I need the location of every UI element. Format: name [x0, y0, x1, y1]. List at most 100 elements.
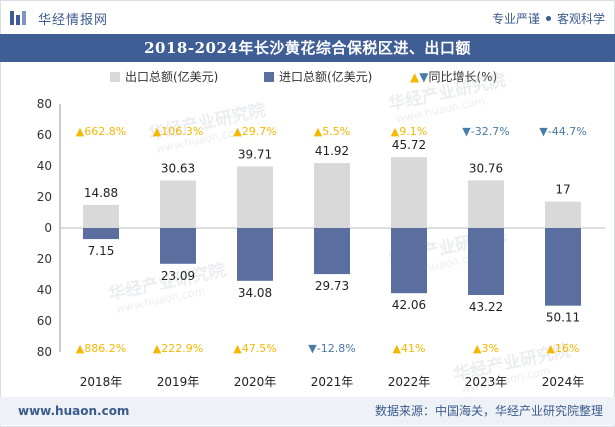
legend-export-label: 出口总额(亿美元)	[125, 70, 219, 84]
export-value-label: 14.88	[84, 186, 118, 200]
export-growth-label-text: -44.7%	[548, 125, 587, 138]
import-bar	[160, 228, 196, 264]
footer-url[interactable]: www.huaon.com	[18, 404, 130, 418]
up-triangle-icon: ▲	[233, 125, 242, 138]
import-growth-label-text: 47.5%	[242, 342, 277, 355]
import-growth-label: ▲886.2%	[76, 342, 126, 355]
chart-title: 2018-2024年长沙黄花综合保税区进、出口额	[0, 34, 615, 62]
import-growth-label-text: 41%	[401, 342, 425, 355]
import-bar	[314, 228, 350, 275]
y-tick-label: 20	[37, 252, 52, 266]
import-value-label: 29.73	[315, 279, 349, 293]
export-growth-label: ▼-44.7%	[539, 125, 586, 138]
x-tick-label: 2023年	[465, 375, 508, 389]
import-bar	[83, 228, 119, 240]
export-value-label: 45.72	[392, 138, 426, 152]
y-tick-label: 60	[37, 314, 52, 328]
legend-export: 出口总额(亿美元)	[110, 68, 218, 86]
up-triangle-icon: ▲	[153, 125, 162, 138]
export-bar	[83, 204, 119, 228]
x-tick-label: 2019年	[157, 375, 200, 389]
export-bar	[314, 163, 350, 228]
import-growth-label-text: 222.9%	[161, 342, 203, 355]
legend-import-swatch	[264, 72, 274, 82]
y-tick-label: 40	[37, 283, 52, 297]
export-value-label: 30.63	[161, 162, 195, 176]
import-value-label: 34.08	[238, 286, 272, 300]
import-bar	[545, 228, 581, 306]
export-bar	[160, 180, 196, 228]
import-growth-label: ▲41%	[393, 342, 426, 355]
down-triangle-icon: ▼	[462, 125, 471, 138]
export-bar	[468, 180, 504, 228]
y-tick-label: 20	[37, 190, 52, 204]
legend-growth-label: 同比增长(%)	[428, 70, 498, 84]
legend-export-swatch	[110, 72, 120, 82]
import-bar	[391, 228, 427, 294]
up-triangle-icon: ▲	[76, 125, 85, 138]
up-triangle-icon: ▲	[391, 125, 400, 138]
tagline-part-2: 客观科学	[556, 12, 605, 26]
export-growth-label: ▲9.1%	[391, 125, 427, 138]
export-growth-label-text: 29.7%	[242, 125, 277, 138]
down-triangle-icon: ▼	[308, 342, 317, 355]
y-tick-label: 40	[37, 159, 52, 173]
import-value-label: 42.06	[392, 298, 426, 312]
import-bar	[237, 228, 273, 281]
import-value-label: 50.11	[546, 311, 580, 325]
export-growth-label: ▲5.5%	[314, 125, 350, 138]
export-bar	[545, 201, 581, 228]
import-bar	[468, 228, 504, 295]
import-growth-label: ▲47.5%	[233, 342, 276, 355]
export-growth-label-text: 662.8%	[84, 125, 126, 138]
export-value-label: 17	[555, 183, 570, 197]
legend-down-triangle-icon: ▼	[419, 70, 429, 84]
import-value-label: 23.09	[161, 269, 195, 283]
export-growth-label-text: 5.5%	[322, 125, 350, 138]
legend-growth: ▲▼同比增长(%)	[410, 68, 497, 86]
logo-icon	[10, 11, 26, 25]
export-growth-label-text: -32.7%	[471, 125, 510, 138]
top-bar: 华经情报网 专业严谨 客观科学	[0, 0, 615, 34]
tagline: 专业严谨 客观科学	[492, 10, 605, 27]
export-value-label: 39.71	[238, 147, 272, 161]
up-triangle-icon: ▲	[314, 125, 323, 138]
separator-dot	[545, 16, 551, 21]
y-tick-label: 60	[37, 128, 52, 142]
y-tick-label: 80	[37, 345, 52, 359]
x-tick-label: 2024年	[542, 375, 585, 389]
legend-import-label: 进口总额(亿美元)	[279, 70, 373, 84]
tagline-part-1: 专业严谨	[491, 12, 540, 26]
import-growth-label-text: 886.2%	[84, 342, 126, 355]
import-growth-label: ▼-12.8%	[308, 342, 355, 355]
export-growth-label-text: 106.3%	[161, 125, 203, 138]
y-tick-label: 0	[44, 221, 52, 235]
export-growth-label: ▼-32.7%	[462, 125, 509, 138]
export-value-label: 41.92	[315, 144, 349, 158]
export-growth-label-text: 9.1%	[399, 125, 427, 138]
x-tick-label: 2021年	[311, 375, 354, 389]
import-growth-label: ▲222.9%	[153, 342, 203, 355]
logo-text: 华经情报网	[38, 13, 109, 28]
import-growth-label-text: 3%	[482, 342, 499, 355]
export-growth-label: ▲29.7%	[233, 125, 276, 138]
x-tick-label: 2018年	[80, 375, 123, 389]
chart-legend: 出口总额(亿美元) 进口总额(亿美元) ▲▼同比增长(%)	[0, 68, 615, 86]
export-growth-label: ▲106.3%	[153, 125, 203, 138]
up-triangle-icon: ▲	[153, 342, 162, 355]
import-value-label: 7.15	[88, 244, 115, 258]
footer-source: 数据来源：中国海关，华经产业研究院整理	[374, 404, 603, 418]
import-growth-label-text: 16%	[555, 342, 579, 355]
import-growth-label: ▲3%	[473, 342, 499, 355]
export-bar	[237, 166, 273, 228]
up-triangle-icon: ▲	[547, 342, 556, 355]
export-bar	[391, 157, 427, 228]
down-triangle-icon: ▼	[539, 125, 548, 138]
footer: www.huaon.com 数据来源：中国海关，华经产业研究院整理	[0, 397, 615, 425]
up-triangle-icon: ▲	[473, 342, 482, 355]
y-tick-label: 80	[37, 97, 52, 111]
x-tick-label: 2022年	[388, 375, 431, 389]
import-value-label: 43.22	[469, 300, 503, 314]
up-triangle-icon: ▲	[76, 342, 85, 355]
